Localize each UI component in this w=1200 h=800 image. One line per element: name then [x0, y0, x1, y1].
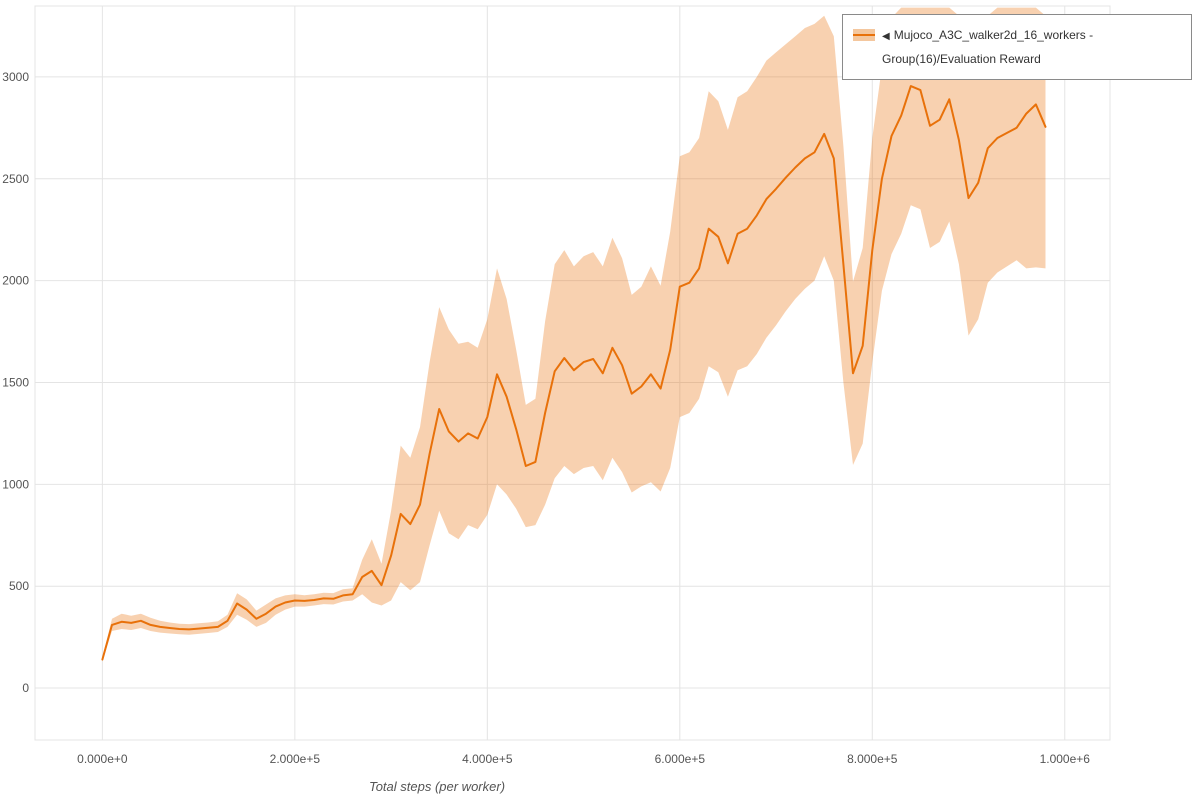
- legend[interactable]: ◀ Mujoco_A3C_walker2d_16_workers - Group(…: [842, 14, 1192, 80]
- collapse-triangle-icon[interactable]: ◀: [882, 31, 890, 42]
- plot-border: [34, 5, 1111, 741]
- y-tick-label: 500: [9, 579, 29, 593]
- series-swatch-icon: [853, 29, 875, 41]
- legend-series-label[interactable]: Mujoco_A3C_walker2d_16_workers - Group(1…: [882, 28, 1094, 66]
- y-tick-label: 1500: [2, 375, 29, 389]
- y-tick-label: 2500: [2, 172, 29, 186]
- reward-line: [101, 85, 1047, 661]
- legend-entry[interactable]: ◀ Mujoco_A3C_walker2d_16_workers - Group(…: [882, 24, 1181, 70]
- x-tick-label: 8.000e+5: [847, 752, 898, 766]
- y-tick-label: 3000: [2, 70, 29, 84]
- y-tick-label: 2000: [2, 274, 29, 288]
- x-tick-label: 2.000e+5: [270, 752, 321, 766]
- x-tick-label: 6.000e+5: [655, 752, 706, 766]
- confidence-band: [102, 7, 1046, 662]
- y-tick-label: 1000: [2, 477, 29, 491]
- x-tick-label: 4.000e+5: [462, 752, 513, 766]
- x-tick-label: 1.000e+6: [1040, 752, 1091, 766]
- x-tick-label: 0.000e+0: [77, 752, 128, 766]
- x-axis-title: Total steps (per worker): [369, 779, 505, 794]
- y-tick-label: 0: [22, 681, 29, 695]
- line-swatch-icon: [853, 34, 875, 36]
